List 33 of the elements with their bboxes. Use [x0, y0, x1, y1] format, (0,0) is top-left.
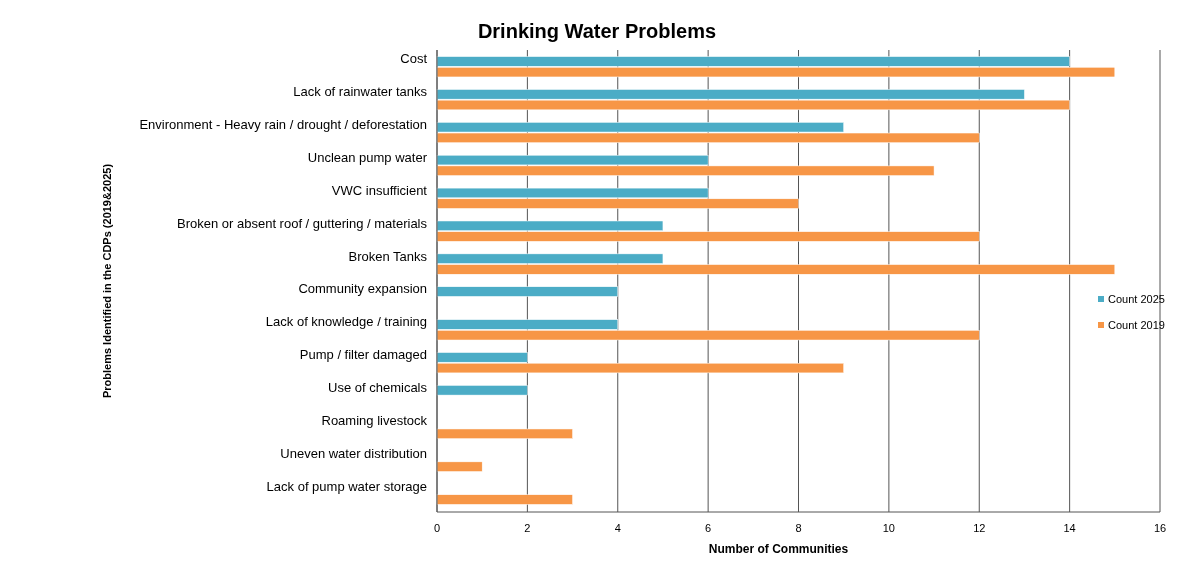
y-tick-label: Lack of knowledge / training	[265, 314, 427, 330]
bar	[436, 494, 573, 505]
y-tick-label: VWC insufficient	[331, 182, 428, 198]
y-tick-label: Lack of pump water storage	[266, 478, 427, 494]
y-tick-label: Unclean pump water	[307, 149, 428, 165]
y-tick-label: Broken or absent roof / guttering / materials	[176, 215, 428, 231]
x-tick-label: 12	[973, 522, 986, 534]
bar	[436, 385, 528, 396]
bar	[436, 428, 573, 439]
x-tick-label: 8	[795, 522, 802, 534]
legend-label: Count 2025	[1108, 293, 1165, 305]
bar	[436, 461, 483, 472]
legend-label: Count 2019	[1108, 319, 1165, 331]
x-tick-label: 16	[1153, 522, 1167, 534]
chart-title: Drinking Water Problems	[477, 20, 717, 42]
x-tick-label: 14	[1063, 522, 1076, 534]
x-axis-title: Number of Communities	[708, 542, 849, 556]
x-tick-label: 10	[882, 522, 895, 534]
y-tick-label: Uneven water distribution	[280, 445, 427, 461]
y-tick-label: Community expansion	[298, 281, 427, 297]
y-tick-label: Use of chemicals	[328, 380, 428, 396]
y-tick-label: Environment - Heavy rain / drought / deforestation	[139, 117, 427, 133]
y-tick-label: Broken Tanks	[348, 248, 428, 264]
x-tick-label: 4	[614, 522, 621, 534]
y-tick-label: Lack of rainwater tanks	[293, 84, 428, 100]
x-tick-label: 2	[524, 522, 531, 534]
bar	[436, 286, 618, 297]
y-tick-label: Cost	[400, 51, 428, 67]
y-tick-label: Pump / filter damaged	[299, 347, 427, 363]
y-tick-label: Roaming livestock	[321, 412, 428, 428]
y-axis-title: Problems Identified in the CDPs (2019&2025)	[101, 163, 113, 399]
x-tick-label: 6	[705, 522, 712, 534]
x-tick-label: 0	[433, 522, 441, 534]
